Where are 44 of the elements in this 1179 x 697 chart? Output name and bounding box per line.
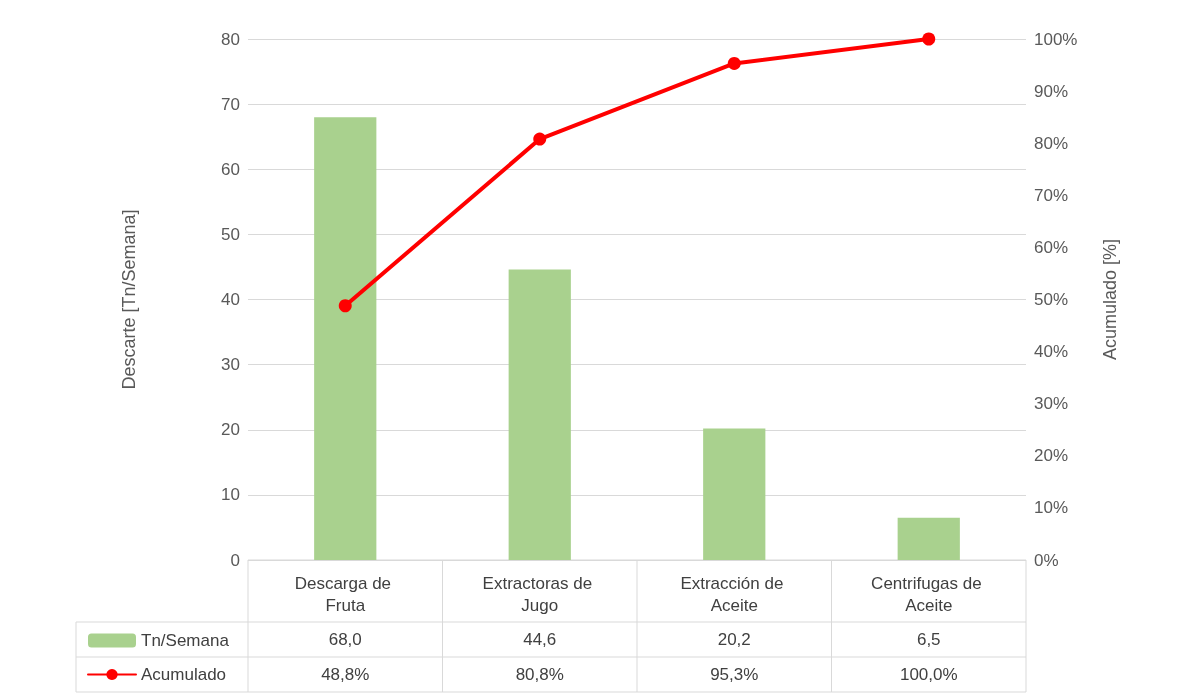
y-tick-label: 30 xyxy=(221,355,240,375)
data-label: 100,0% xyxy=(899,665,958,684)
point xyxy=(922,32,936,46)
y2-tick-label: 10% xyxy=(1034,498,1069,518)
y2-tick-label: 0% xyxy=(1034,550,1059,570)
x-tick-label: Extractoras de Jugo xyxy=(482,573,597,615)
data-label: 20,2 xyxy=(717,630,751,649)
x-tick-label: Extracción de Aceite xyxy=(680,573,789,615)
data-label: 48,8% xyxy=(321,665,370,684)
point xyxy=(727,56,741,70)
y-tick-label: 10 xyxy=(221,485,240,505)
bar xyxy=(314,117,377,560)
data-label: 6,5 xyxy=(916,630,941,649)
y2-tick-label: 60% xyxy=(1034,237,1069,257)
y2-tick-label: 40% xyxy=(1034,342,1069,362)
y2-tick-label: 100% xyxy=(1034,29,1078,49)
y-tick-label: 60 xyxy=(221,159,240,179)
y-tick-label: 80 xyxy=(221,29,240,49)
data-label: 44,6 xyxy=(523,630,557,649)
data-label: 68,0 xyxy=(328,630,362,649)
y2-axis-title: Acumulado [%] xyxy=(1100,238,1120,361)
y2-tick-label: 30% xyxy=(1034,394,1069,414)
data-label: 95,3% xyxy=(710,665,759,684)
y-tick-label: 40 xyxy=(221,290,240,309)
y2-tick-label: 70% xyxy=(1034,185,1069,205)
x-tick-label: Descarga de Fruta xyxy=(294,573,396,615)
bar xyxy=(703,428,766,560)
x-tick-label: Centrifugas de Aceite xyxy=(871,573,987,615)
y2-tick-label: 50% xyxy=(1034,290,1069,309)
legend-label: Acumulado xyxy=(141,665,227,684)
point xyxy=(338,299,352,313)
y-tick-label: 0 xyxy=(230,550,240,570)
bar xyxy=(897,517,960,560)
y2-tick-label: 20% xyxy=(1034,446,1069,466)
data-label: 80,8% xyxy=(515,665,564,684)
y-axis-title: Descarte [Tn/Semana] xyxy=(119,209,139,390)
y-tick-label: 70 xyxy=(221,94,240,114)
point xyxy=(533,132,547,146)
y-tick-label: 20 xyxy=(221,420,240,440)
legend-label: Tn/Semana xyxy=(141,631,230,650)
y2-tick-label: 90% xyxy=(1034,81,1069,101)
y-tick-label: 50 xyxy=(221,224,240,244)
bar xyxy=(508,269,571,560)
y2-tick-label: 80% xyxy=(1034,133,1069,153)
